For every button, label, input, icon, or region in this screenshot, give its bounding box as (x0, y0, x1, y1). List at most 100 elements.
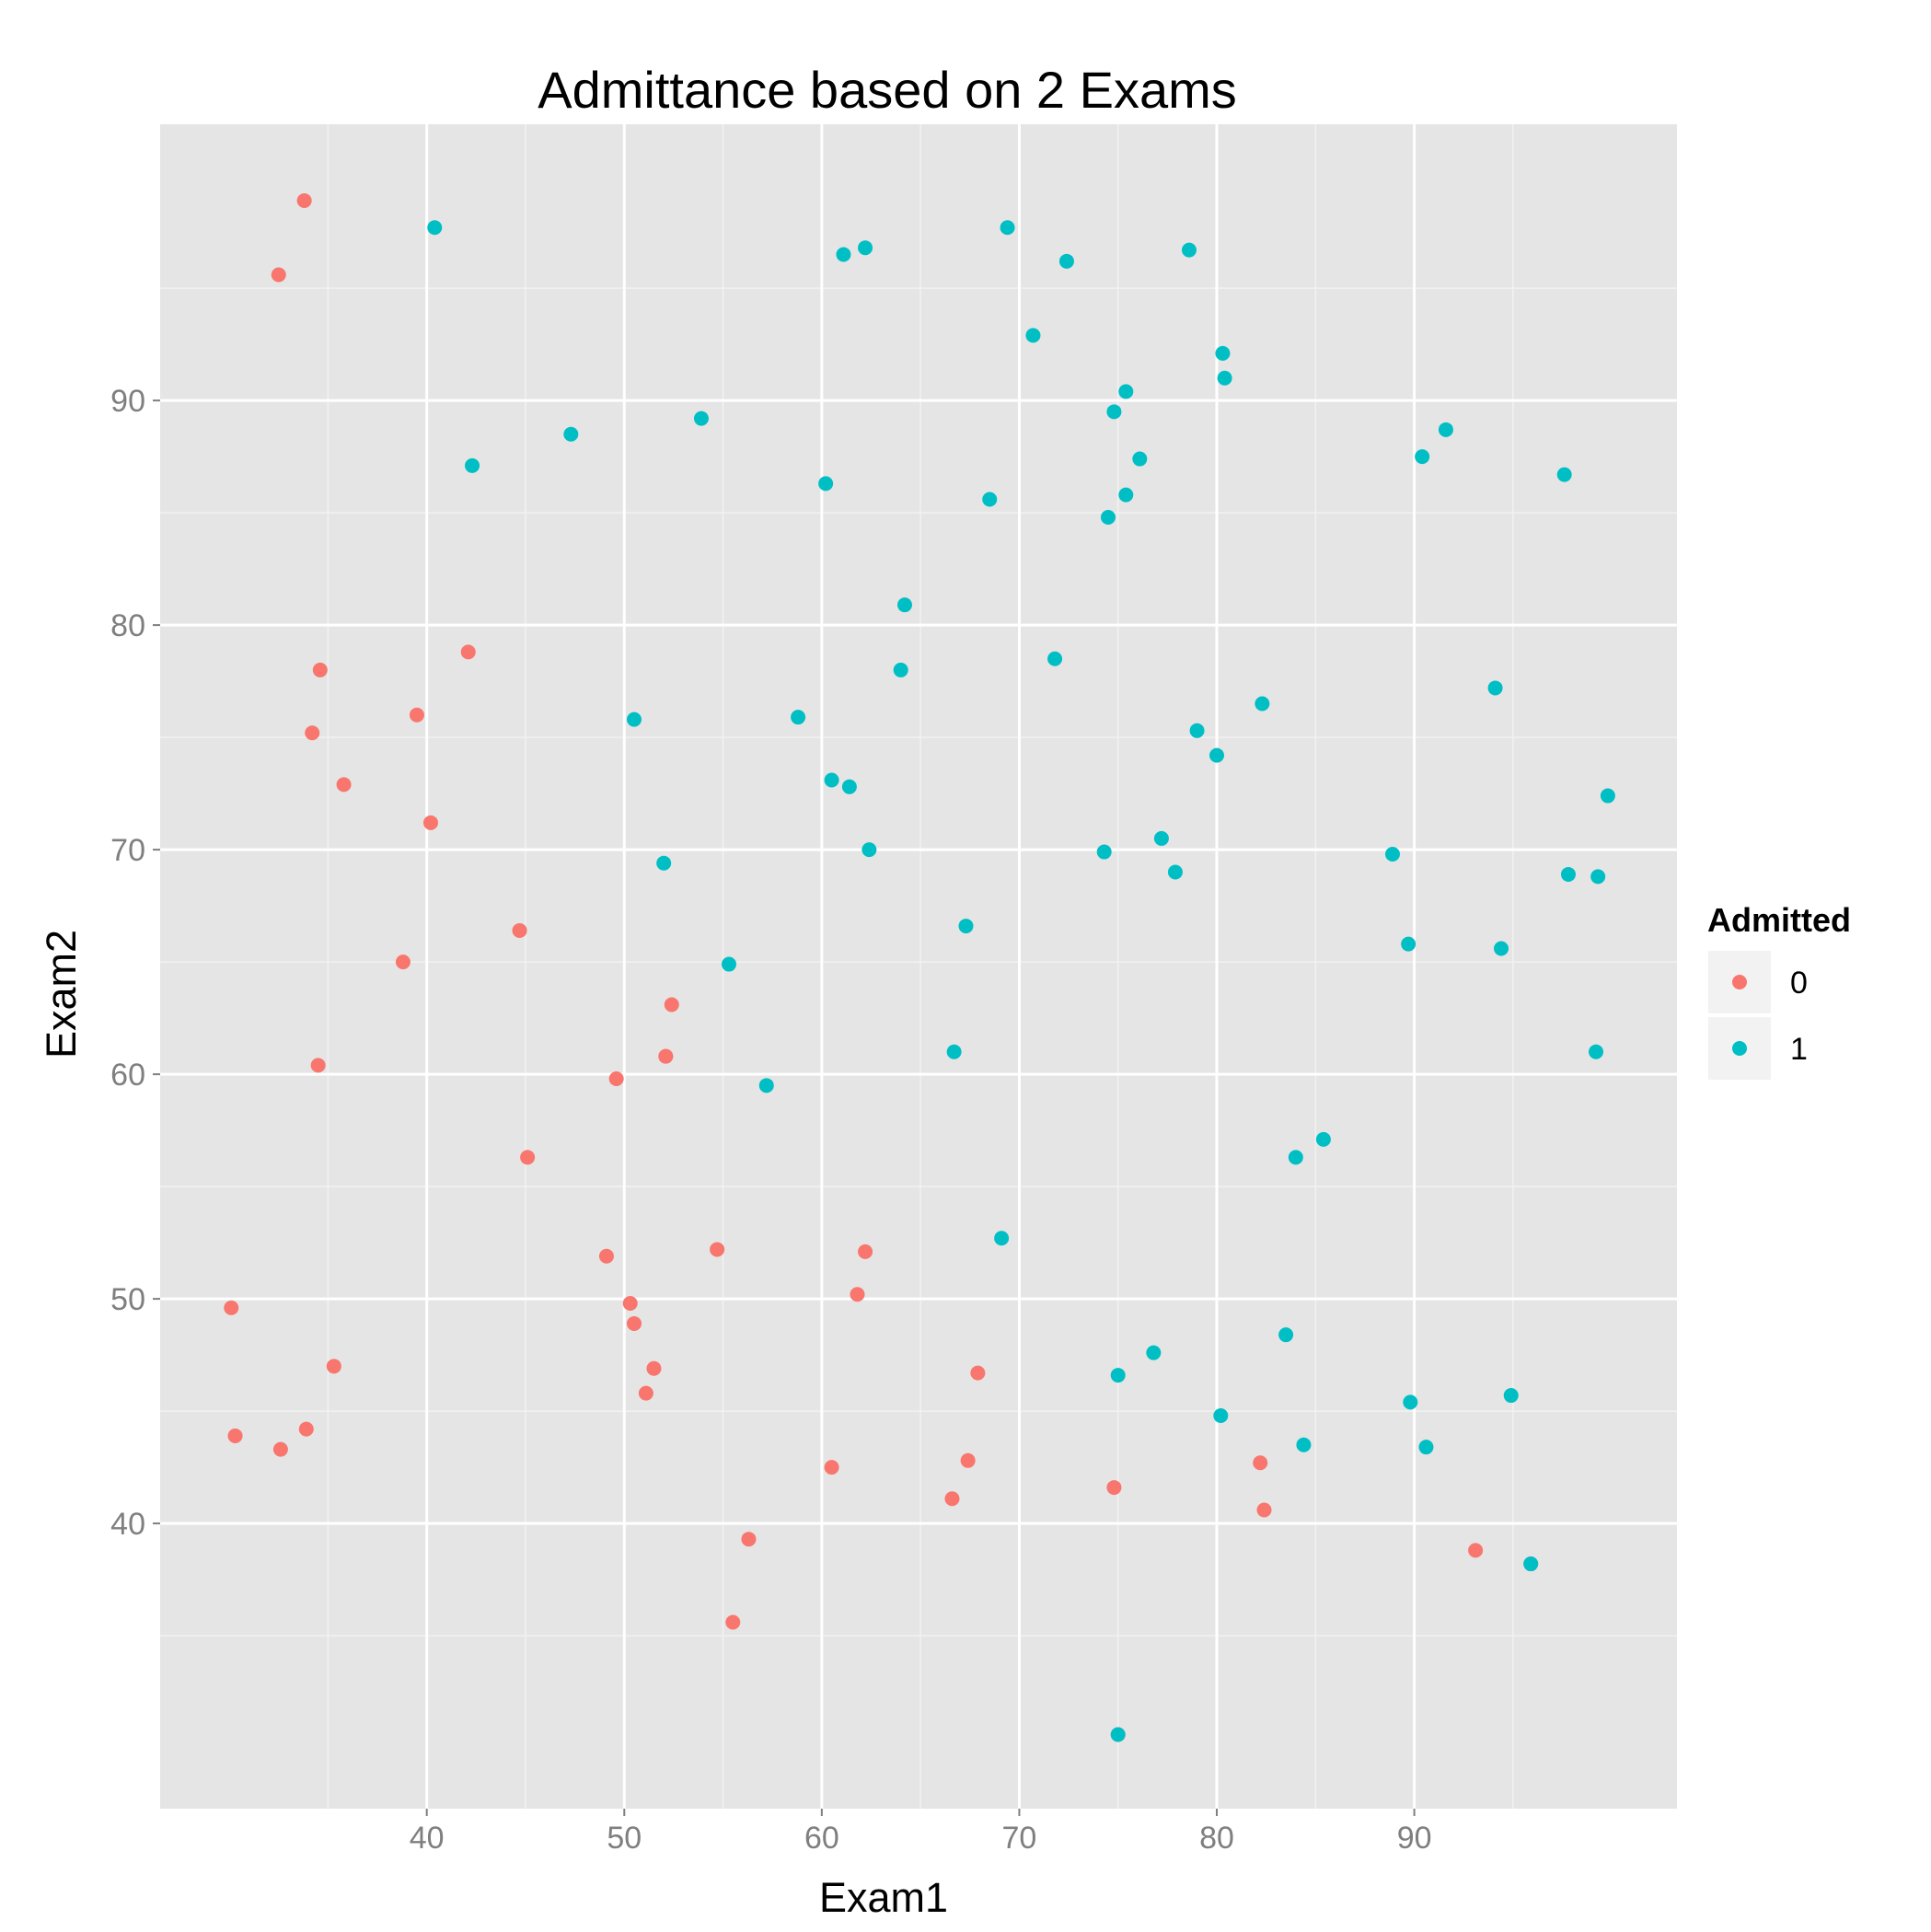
point-admitted-0 (336, 777, 352, 792)
point-admitted-0 (409, 707, 424, 723)
point-admitted-0 (627, 1315, 642, 1331)
point-admitted-1 (1118, 384, 1134, 399)
point-admitted-0 (1253, 1455, 1268, 1471)
point-admitted-1 (656, 855, 672, 871)
x-axis-label: Exam1 (819, 1874, 948, 1921)
point-admitted-1 (1600, 788, 1615, 804)
point-admitted-1 (1403, 1394, 1418, 1410)
y-axis-label: Exam2 (38, 930, 85, 1059)
point-admitted-1 (1494, 941, 1509, 956)
point-admitted-1 (1101, 510, 1116, 525)
point-admitted-1 (563, 426, 579, 442)
y-tick-label: 40 (110, 1507, 145, 1542)
point-admitted-1 (893, 662, 908, 677)
point-admitted-0 (298, 1421, 314, 1437)
point-admitted-1 (1106, 404, 1122, 420)
y-tick-label: 70 (110, 833, 145, 868)
point-admitted-0 (970, 1365, 986, 1381)
data-points (224, 192, 1615, 1742)
gridlines (160, 124, 1677, 1809)
x-tick-label: 90 (1397, 1821, 1432, 1856)
point-admitted-1 (1560, 866, 1576, 882)
x-tick-label: 40 (410, 1821, 445, 1856)
point-admitted-0 (520, 1150, 536, 1165)
point-admitted-1 (1047, 651, 1063, 666)
point-admitted-0 (598, 1248, 614, 1264)
point-admitted-0 (310, 1058, 326, 1073)
legend-label: 0 (1790, 966, 1808, 1001)
point-admitted-0 (638, 1385, 653, 1401)
legend-key-point (1732, 975, 1747, 989)
point-admitted-1 (1213, 1408, 1229, 1423)
point-admitted-0 (944, 1491, 960, 1507)
point-admitted-1 (824, 772, 839, 788)
point-admitted-0 (296, 192, 312, 208)
point-admitted-1 (1401, 936, 1416, 952)
point-admitted-0 (227, 1428, 243, 1443)
point-admitted-1 (946, 1044, 962, 1059)
x-tick-label: 60 (804, 1821, 839, 1856)
point-admitted-1 (1438, 422, 1453, 437)
point-admitted-0 (460, 644, 476, 660)
y-tick-label: 90 (110, 384, 145, 419)
point-admitted-1 (982, 492, 998, 507)
point-admitted-0 (395, 954, 410, 970)
point-admitted-1 (1215, 345, 1231, 361)
point-admitted-0 (326, 1359, 341, 1374)
legend-key-point (1732, 1041, 1747, 1056)
point-admitted-1 (1415, 449, 1430, 465)
point-admitted-0 (664, 997, 679, 1012)
point-admitted-1 (1503, 1388, 1519, 1404)
point-admitted-1 (1153, 830, 1169, 846)
point-admitted-1 (1146, 1345, 1162, 1360)
point-admitted-1 (1296, 1437, 1312, 1452)
point-admitted-1 (1118, 487, 1134, 503)
point-admitted-1 (1523, 1556, 1539, 1572)
point-admitted-0 (1256, 1502, 1272, 1518)
point-admitted-1 (1589, 1044, 1604, 1059)
point-admitted-1 (1110, 1727, 1126, 1742)
point-admitted-1 (1255, 696, 1270, 711)
point-admitted-1 (1278, 1327, 1294, 1343)
point-admitted-0 (658, 1048, 674, 1064)
legend-items: 01 (1706, 949, 1808, 1082)
point-admitted-1 (791, 710, 806, 725)
point-admitted-1 (994, 1231, 1010, 1246)
x-axis-ticks: 40 50 60 70 80 90 (410, 1809, 1432, 1856)
point-admitted-1 (896, 597, 912, 613)
point-admitted-1 (841, 779, 857, 794)
point-admitted-1 (1189, 723, 1205, 738)
point-admitted-1 (1167, 864, 1183, 880)
chart-title: Admittance based on 2 Exams (538, 61, 1237, 119)
point-admitted-1 (693, 411, 709, 426)
point-admitted-0 (272, 1441, 288, 1457)
point-admitted-0 (710, 1242, 725, 1257)
point-admitted-0 (312, 662, 328, 677)
point-admitted-0 (646, 1360, 662, 1376)
point-admitted-1 (1556, 467, 1572, 482)
point-admitted-1 (1181, 242, 1197, 258)
point-admitted-1 (1110, 1368, 1126, 1383)
y-axis-ticks: 40 50 60 70 80 90 (110, 384, 160, 1542)
point-admitted-1 (1058, 253, 1074, 269)
point-admitted-1 (758, 1078, 774, 1093)
point-admitted-1 (1025, 328, 1041, 343)
point-admitted-1 (1590, 869, 1606, 885)
point-admitted-0 (1106, 1480, 1122, 1496)
legend-title: Admitted (1707, 901, 1851, 939)
plot-panel (160, 124, 1677, 1809)
point-admitted-1 (465, 457, 480, 473)
point-admitted-1 (1217, 370, 1232, 386)
point-admitted-0 (960, 1452, 976, 1468)
point-admitted-0 (741, 1532, 757, 1547)
point-admitted-0 (1468, 1543, 1484, 1558)
x-tick-label: 50 (607, 1821, 642, 1856)
point-admitted-1 (1096, 844, 1112, 860)
point-admitted-0 (271, 267, 286, 283)
y-tick-label: 80 (110, 608, 145, 643)
point-admitted-1 (1209, 747, 1225, 763)
point-admitted-1 (1288, 1150, 1303, 1165)
point-admitted-0 (608, 1071, 624, 1086)
point-admitted-1 (836, 247, 851, 262)
